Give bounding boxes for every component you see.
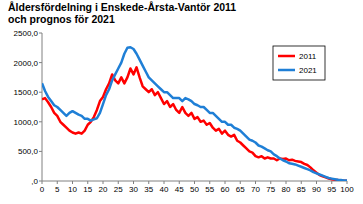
series-line [42,47,347,180]
x-tick-label: 60 [221,185,230,194]
x-tick-label: 70 [251,185,260,194]
legend-swatch [278,55,295,58]
x-tick-label: 75 [266,185,275,194]
x-tick-label: 45 [175,185,184,194]
x-tick-label: 55 [205,185,214,194]
x-tick-label: 40 [160,185,169,194]
y-tick-label: 2500,0 [14,29,39,38]
title: Åldersfördelning i Enskede-Årsta-Vantör … [8,1,236,25]
x-tick-label: 85 [297,185,306,194]
chart: Åldersfördelning i Enskede-Årsta-Vantör … [0,0,363,204]
x-tick-label: 35 [144,185,153,194]
x-tick-label: 100 [340,185,354,194]
x-tick-label: 20 [99,185,108,194]
y-tick-label: ,0 [31,177,38,186]
x-tick-label: 0 [40,185,45,194]
plot-area [42,47,347,180]
legend-swatch [278,69,295,72]
y-tick-label: 1500,0 [14,88,39,97]
x-tick-label: 50 [190,185,199,194]
series-line [42,67,347,180]
x-axis [42,181,347,182]
x-tick-label: 15 [83,185,92,194]
x-tick-label: 30 [129,185,138,194]
x-tick-label: 80 [282,185,291,194]
legend-label: 2011 [299,52,317,61]
x-tick-label: 5 [55,185,60,194]
legend-label: 2021 [299,66,317,75]
y-tick-label: 2000,0 [14,59,39,68]
x-tick-label: 10 [68,185,77,194]
y-tick-label: 500,0 [18,147,39,156]
x-tick-label: 90 [312,185,321,194]
legend-box [273,46,325,80]
y-axis [42,33,43,181]
y-tick-label: 1000,0 [14,118,39,127]
x-tick-label: 65 [236,185,245,194]
x-tick-label: 95 [327,185,336,194]
x-tick-label: 25 [114,185,123,194]
